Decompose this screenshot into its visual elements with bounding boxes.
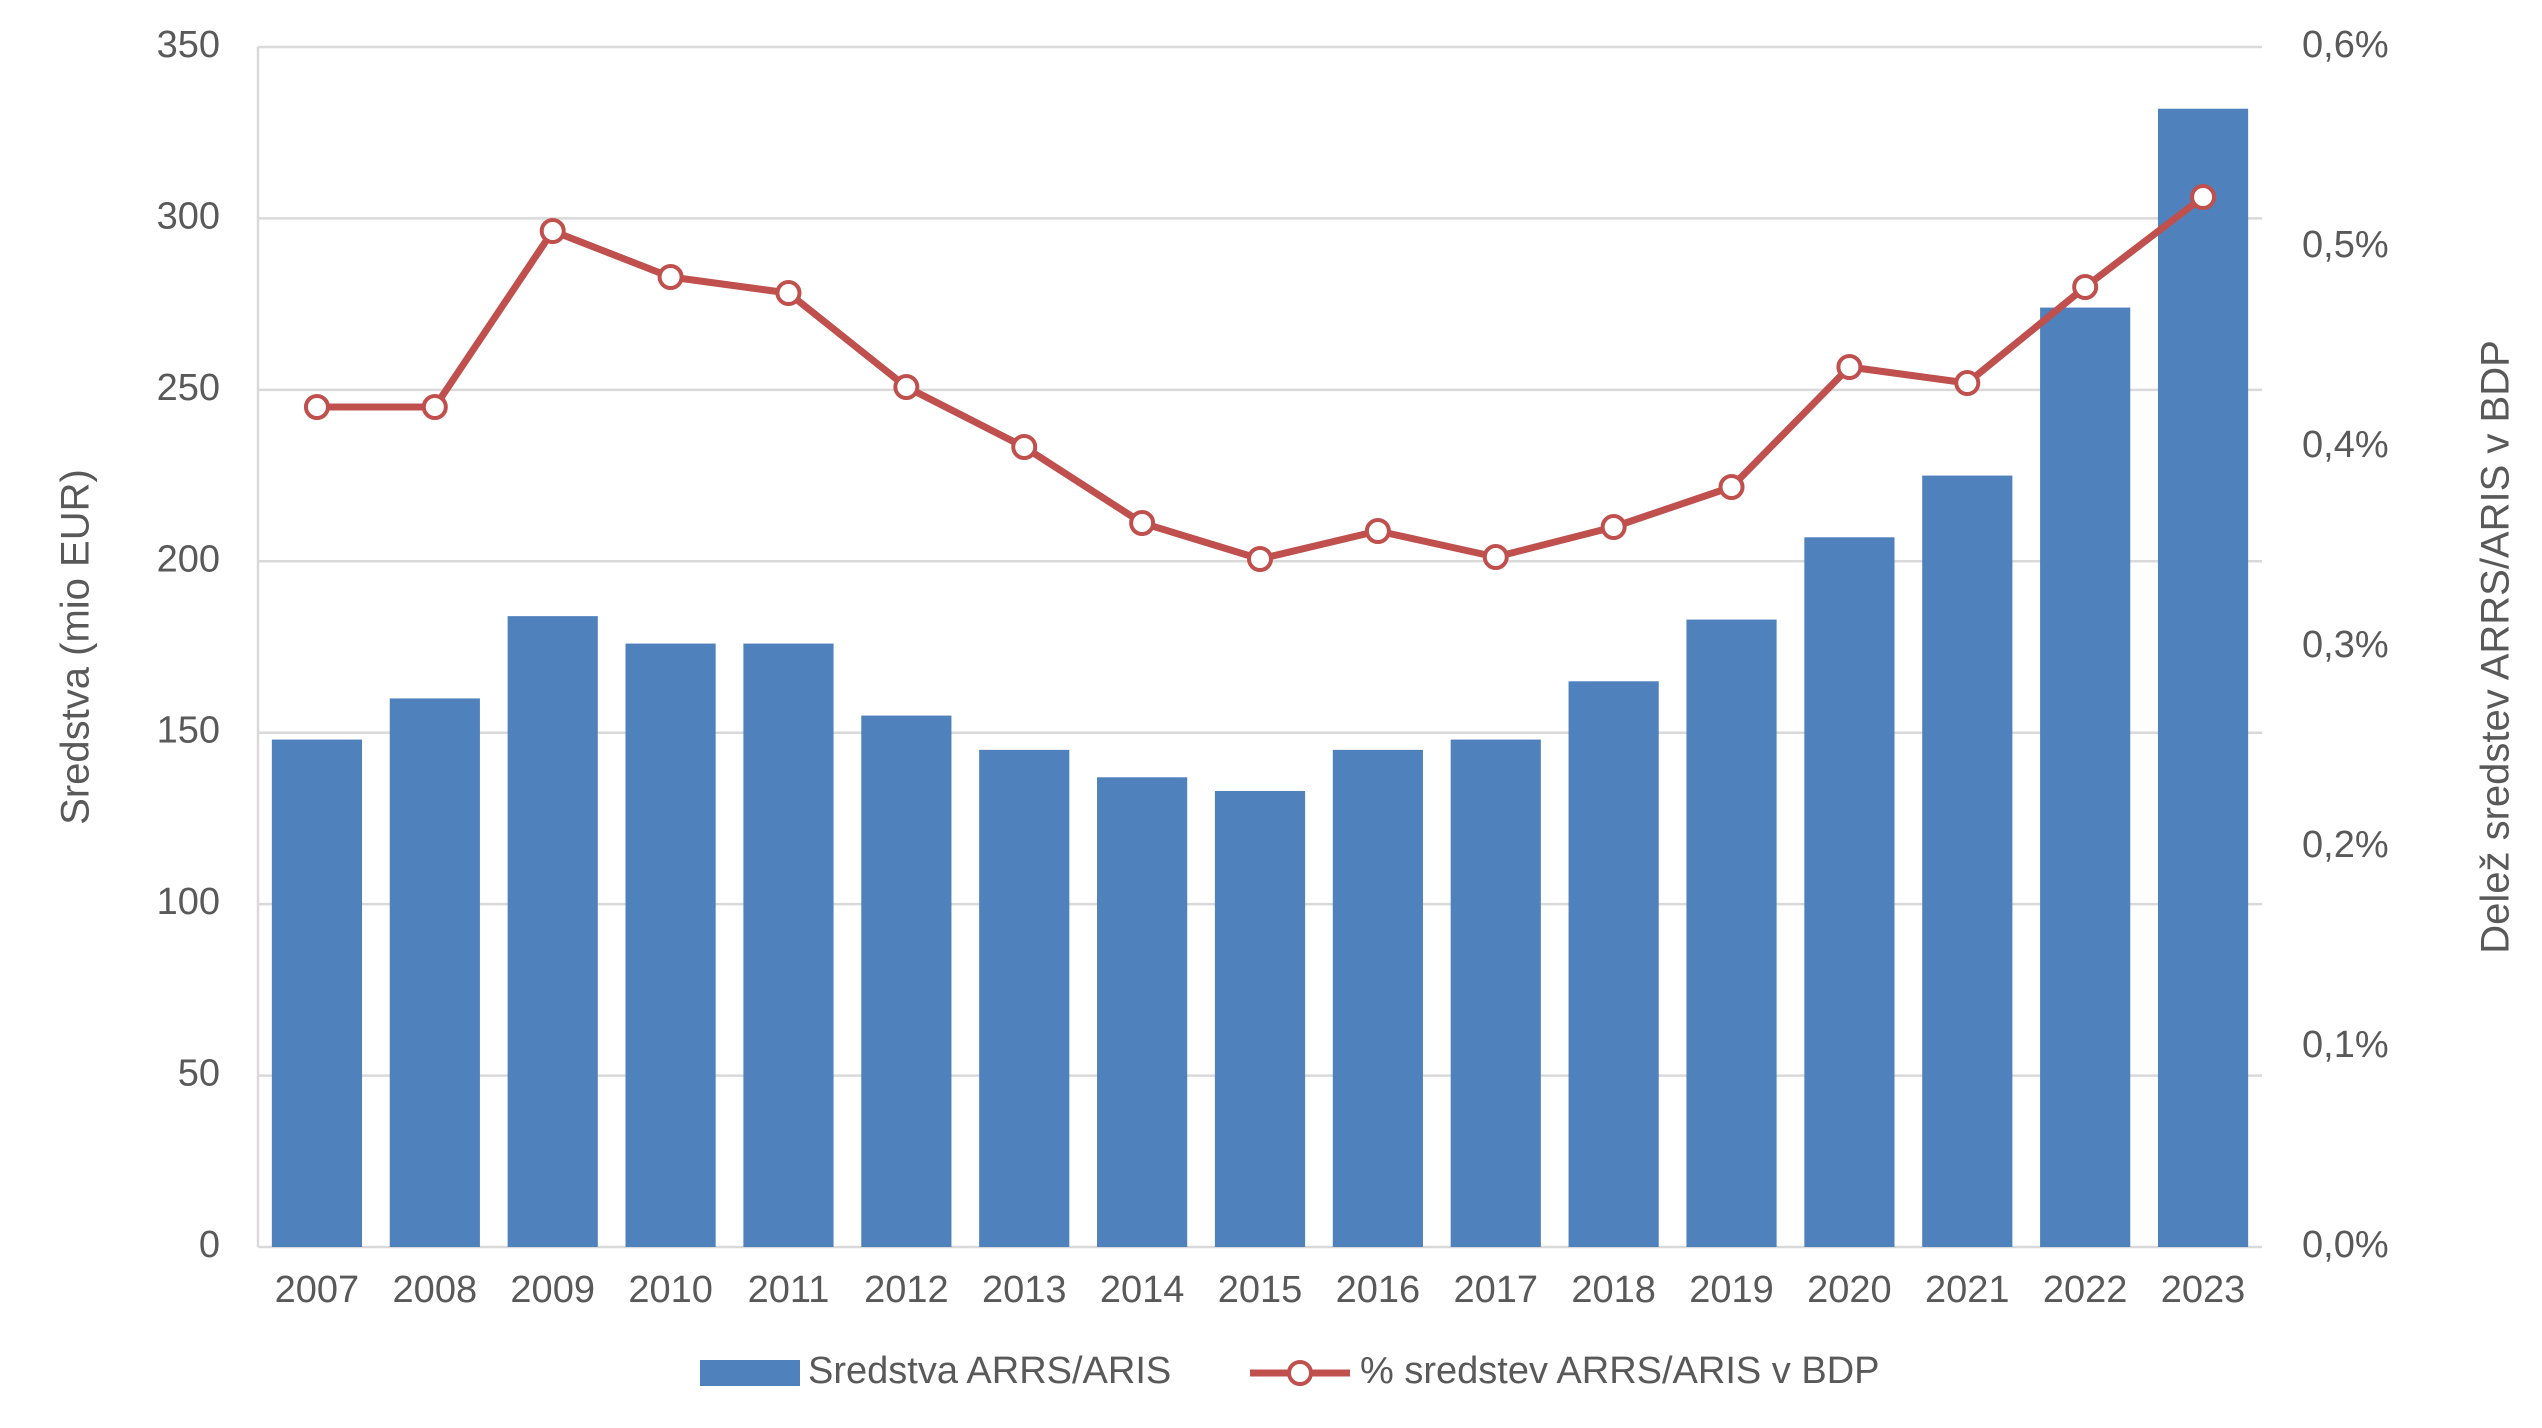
x-tick-label: 2011	[748, 1269, 830, 1311]
line-point-2013	[1011, 434, 1038, 460]
bar-2021	[1922, 475, 2013, 1248]
left-tick-label: 0	[199, 1224, 220, 1266]
line-point-2012	[893, 374, 920, 400]
x-tick-label: 2015	[1218, 1269, 1303, 1311]
left-tick-label: 50	[178, 1053, 220, 1095]
legend-line-marker	[1287, 1360, 1313, 1386]
line-point-2023	[2190, 184, 2217, 210]
bar-2016	[1332, 749, 1423, 1247]
bar-2008	[389, 698, 480, 1247]
x-tick-label: 2019	[1689, 1269, 1774, 1311]
bar-2022	[2040, 307, 2131, 1248]
x-tick-label: 2012	[864, 1269, 949, 1311]
x-tick-label: 2022	[2043, 1269, 2128, 1311]
bar-2009	[507, 616, 598, 1247]
bar-2017	[1450, 739, 1541, 1247]
right-tick-label: 0,3%	[2302, 624, 2389, 666]
bar-series	[271, 108, 2249, 1248]
x-tick-label: 2009	[510, 1269, 595, 1311]
line-point-2009	[539, 218, 566, 244]
right-tick-label: 0,1%	[2302, 1024, 2389, 1066]
right-axis-tick-labels: 0,0% 0,1% 0,2% 0,3% 0,4% 0,5% 0,6%	[2302, 24, 2389, 1266]
bar-2023	[2157, 108, 2249, 1248]
left-tick-label: 100	[157, 881, 220, 923]
right-tick-label: 0,5%	[2302, 224, 2389, 266]
line-series	[303, 184, 2217, 572]
bar-2019	[1686, 619, 1777, 1247]
legend-line-label: % sredstev ARRS/ARIS v BDP	[1360, 1350, 1880, 1392]
line-point-2014	[1129, 510, 1156, 536]
bar-2013	[979, 749, 1070, 1247]
x-tick-label: 2017	[1453, 1269, 1538, 1311]
left-tick-label: 300	[157, 195, 220, 237]
left-tick-label: 150	[157, 710, 220, 752]
left-tick-label: 350	[157, 24, 220, 66]
bar-2012	[861, 715, 952, 1247]
x-tick-label: 2007	[275, 1269, 360, 1311]
x-tick-label: 2021	[1925, 1269, 2010, 1311]
line-point-2016	[1364, 518, 1391, 544]
right-tick-label: 0,2%	[2302, 824, 2389, 866]
bar-2011	[743, 643, 834, 1247]
line-point-2011	[775, 280, 802, 306]
bar-2015	[1214, 791, 1306, 1247]
x-tick-label: 2020	[1807, 1269, 1892, 1311]
left-tick-label: 250	[157, 367, 220, 409]
line-point-2021	[1954, 370, 1981, 396]
right-axis-title: Delež sredstev ARRS/ARIS v BDP	[2474, 340, 2518, 954]
line-point-2008	[421, 394, 448, 420]
line-point-2020	[1836, 354, 1863, 380]
right-tick-label: 0,0%	[2302, 1224, 2389, 1266]
line-point-2018	[1600, 514, 1627, 540]
x-tick-label: 2023	[2161, 1269, 2246, 1311]
line-point-2022	[2072, 274, 2099, 300]
bar-2010	[625, 643, 716, 1247]
line-point-2019	[1718, 474, 1745, 500]
right-tick-label: 0,6%	[2302, 24, 2389, 66]
x-axis-tick-labels: 2007 2008 2009 2010 2011 2012 2013 2014 2015 2016…	[275, 1269, 2246, 1311]
line-point-2017	[1482, 544, 1509, 570]
line-point-2015	[1247, 546, 1273, 572]
x-tick-label: 2014	[1100, 1269, 1185, 1311]
line-point-2007	[303, 394, 330, 420]
line-point-2010	[657, 264, 684, 290]
bar-2020	[1804, 537, 1895, 1247]
series-line	[313, 193, 2207, 563]
bar-2007	[271, 739, 363, 1247]
bar-2018	[1568, 681, 1659, 1247]
left-axis-title: Sredstva (mio EUR)	[54, 469, 98, 825]
legend-bar-label: Sredstva ARRS/ARIS	[808, 1350, 1171, 1392]
x-tick-label: 2013	[982, 1269, 1067, 1311]
left-axis-tick-labels: 0 50 100 150 200 250 300 350	[157, 24, 220, 1266]
legend: Sredstva ARRS/ARIS % sredstev ARRS/ARIS …	[700, 1350, 1880, 1392]
left-tick-label: 200	[157, 538, 220, 580]
x-tick-label: 2010	[628, 1269, 713, 1311]
bar-2014	[1097, 777, 1188, 1247]
x-tick-label: 2016	[1336, 1269, 1421, 1311]
legend-bar-swatch	[700, 1360, 800, 1386]
x-tick-label: 2018	[1571, 1269, 1656, 1311]
right-tick-label: 0,4%	[2302, 424, 2389, 466]
x-tick-label: 2008	[393, 1269, 478, 1311]
